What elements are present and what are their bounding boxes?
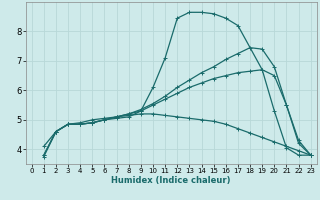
X-axis label: Humidex (Indice chaleur): Humidex (Indice chaleur)	[111, 176, 231, 185]
